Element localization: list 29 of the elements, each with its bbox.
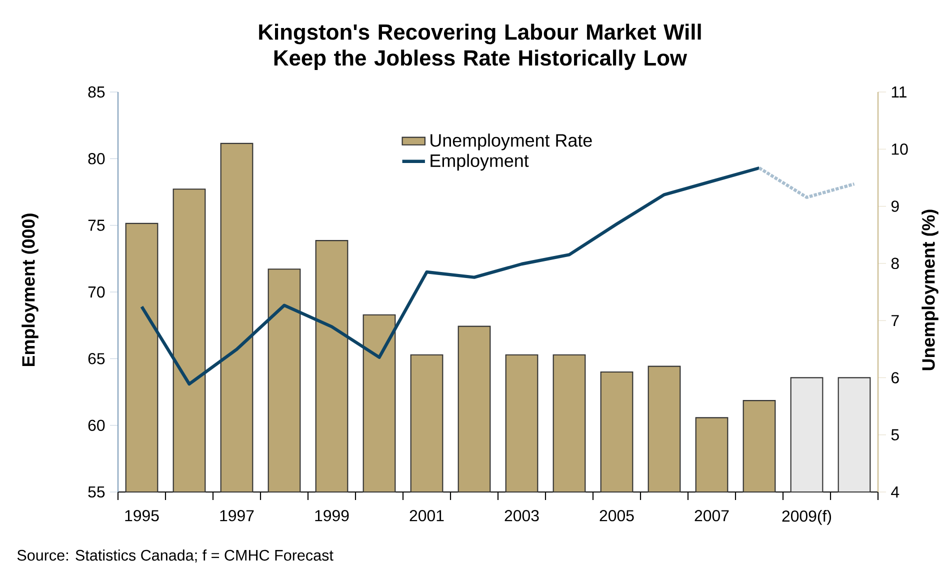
y2-axis-title: Unemployment (%) xyxy=(922,210,938,370)
y-tick-label: 65 xyxy=(88,353,105,364)
y2-tick-label: 4 xyxy=(891,486,900,498)
chart-title: Kingston's Recovering Labour Market Will Keep the Jobless Rate Historically Low xyxy=(259,24,701,70)
y-tick-label: 80 xyxy=(88,153,105,164)
source-note: Source: Statistics Canada; f = CMHC Forecast xyxy=(17,549,334,563)
x-tick-label: 2009(f) xyxy=(782,510,832,525)
y-axis-title: Employment (000) xyxy=(22,214,38,366)
legend-label: Unemployment Rate xyxy=(430,134,592,150)
x-tick-label: 2003 xyxy=(504,510,539,522)
y-tick-label: 70 xyxy=(88,286,105,298)
y2-tick-label: 7 xyxy=(892,315,899,326)
x-tick-label: 1995 xyxy=(125,510,159,522)
x-tick-label: 2001 xyxy=(410,510,444,522)
y2-tick-label: 6 xyxy=(892,372,899,384)
x-tick-label: 2005 xyxy=(600,510,634,522)
x-tick-label: 1999 xyxy=(315,510,349,522)
y-tick-label: 60 xyxy=(88,420,105,431)
y-tick-label: 85 xyxy=(88,86,105,98)
legend-label: Employment xyxy=(430,154,529,171)
x-tick-label: 2007 xyxy=(694,510,729,522)
y2-tick-label: 9 xyxy=(891,200,899,212)
y2-tick-label: 10 xyxy=(892,144,908,155)
y-tick-label: 55 xyxy=(88,486,105,498)
y2-tick-label: 8 xyxy=(891,258,899,270)
y2-tick-label: 5 xyxy=(891,429,899,440)
y-tick-label: 75 xyxy=(88,220,105,231)
x-tick-label: 1997 xyxy=(220,510,254,522)
y2-tick-label: 11 xyxy=(892,86,906,98)
